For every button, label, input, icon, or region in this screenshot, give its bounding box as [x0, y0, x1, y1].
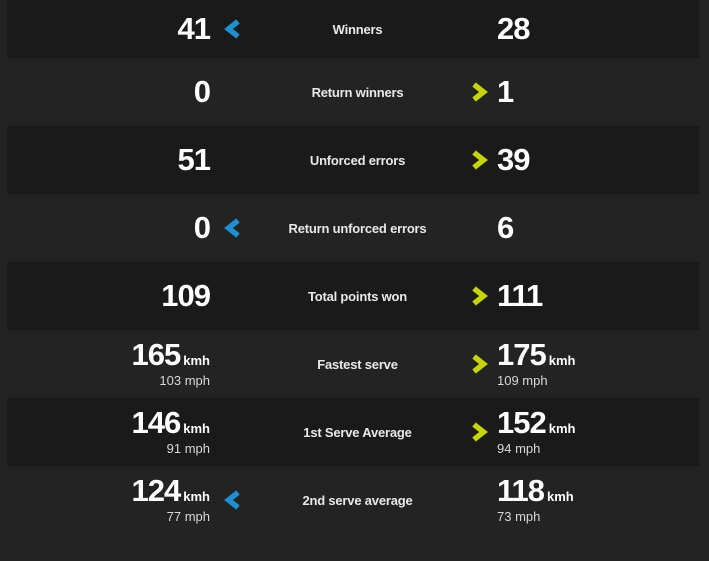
stat-label: 2nd serve average — [302, 492, 413, 508]
left-player-stat: 109 — [7, 278, 211, 313]
right-value-line: 175 kmh — [497, 337, 576, 372]
left-stat-value: 0 — [193, 210, 211, 245]
right-stat-unit: kmh — [548, 353, 576, 368]
right-player-stat: 175 kmh 109 mph — [497, 337, 699, 388]
stat-label: Fastest serve — [317, 356, 398, 372]
chevron-right-icon — [460, 422, 497, 442]
left-stat-unit: kmh — [183, 489, 210, 504]
left-stat-value: 0 — [193, 74, 211, 109]
stat-row: 124 kmh 77 mph 2nd serve average 118 kmh… — [7, 466, 699, 534]
left-player-stat: 41 — [7, 11, 211, 46]
left-stat-secondary: 91 mph — [166, 441, 210, 456]
right-stat-value: 111 — [497, 278, 543, 313]
stat-label: Winners — [332, 21, 383, 37]
right-stat-value: 28 — [497, 11, 530, 46]
chevron-right-icon — [460, 150, 497, 170]
left-stat-secondary: 103 mph — [159, 373, 210, 388]
left-stat-value: 124 — [131, 473, 182, 508]
right-stat-value: 152 — [497, 405, 547, 440]
right-stat-value: 118 — [497, 473, 545, 508]
chevron-left-icon — [210, 490, 255, 510]
left-value-line: 51 — [177, 142, 211, 177]
chevron-right-icon — [460, 82, 497, 102]
right-stat-unit: kmh — [548, 421, 576, 436]
stat-label: Return winners — [311, 84, 404, 100]
chevron-right-icon — [460, 286, 497, 306]
right-stat-value: 1 — [497, 74, 514, 109]
right-value-line: 28 — [497, 11, 530, 46]
stat-label: Total points won — [307, 288, 408, 304]
stat-row: 41 Winners 28 — [7, 0, 699, 58]
right-value-line: 118 kmh — [497, 473, 574, 508]
stat-label: 1st Serve Average — [303, 424, 412, 440]
right-player-stat: 152 kmh 94 mph — [497, 405, 699, 456]
left-value-line: 0 — [193, 74, 211, 109]
right-value-line: 111 — [497, 278, 543, 313]
left-stat-value: 41 — [177, 11, 211, 46]
stat-label: Return unforced errors — [288, 220, 427, 236]
stat-row: 146 kmh 91 mph 1st Serve Average 152 kmh… — [7, 398, 699, 466]
left-stat-unit: kmh — [183, 353, 210, 368]
left-stat-value: 109 — [161, 278, 211, 313]
right-player-stat: 28 — [497, 11, 699, 46]
stat-row: 0 Return winners 1 — [7, 58, 699, 126]
match-stats-panel: 41 Winners 28 0 — [7, 0, 699, 534]
right-player-stat: 6 — [497, 210, 699, 245]
left-stat-value: 165 — [131, 337, 182, 372]
stat-row: 165 kmh 103 mph Fastest serve 175 kmh 10… — [7, 330, 699, 398]
right-value-line: 39 — [497, 142, 530, 177]
right-player-stat: 1 — [497, 74, 699, 109]
right-value-line: 152 kmh — [497, 405, 576, 440]
right-stat-value: 175 — [497, 337, 547, 372]
right-player-stat: 118 kmh 73 mph — [497, 473, 699, 524]
chevron-left-icon — [210, 19, 255, 39]
left-player-stat: 0 — [7, 210, 211, 245]
left-player-stat: 146 kmh 91 mph — [7, 405, 210, 456]
left-player-stat: 51 — [7, 142, 211, 177]
left-stat-value: 51 — [177, 142, 211, 177]
left-player-stat: 165 kmh 103 mph — [7, 337, 210, 388]
right-stat-value: 6 — [497, 210, 514, 245]
stat-label: Unforced errors — [309, 152, 406, 168]
chevron-right-icon — [460, 354, 497, 374]
left-stat-unit: kmh — [183, 421, 210, 436]
right-player-stat: 39 — [497, 142, 699, 177]
right-value-line: 6 — [497, 210, 514, 245]
left-value-line: 146 kmh — [131, 405, 210, 440]
stat-row: 109 Total points won 111 — [7, 262, 699, 330]
left-value-line: 124 kmh — [131, 473, 210, 508]
stat-row: 0 Return unforced errors 6 — [7, 194, 699, 262]
left-player-stat: 124 kmh 77 mph — [7, 473, 210, 524]
right-player-stat: 111 — [497, 278, 699, 313]
right-stat-secondary: 109 mph — [497, 373, 548, 388]
left-stat-secondary: 77 mph — [166, 509, 210, 524]
left-stat-value: 146 — [131, 405, 182, 440]
right-stat-value: 39 — [497, 142, 530, 177]
stat-row: 51 Unforced errors 39 — [7, 126, 699, 194]
left-value-line: 109 — [161, 278, 211, 313]
right-stat-secondary: 73 mph — [497, 509, 541, 524]
chevron-left-icon — [210, 218, 255, 238]
left-value-line: 41 — [177, 11, 211, 46]
right-value-line: 1 — [497, 74, 514, 109]
right-stat-secondary: 94 mph — [497, 441, 541, 456]
left-value-line: 165 kmh — [131, 337, 210, 372]
left-player-stat: 0 — [7, 74, 211, 109]
right-stat-unit: kmh — [547, 489, 574, 504]
left-value-line: 0 — [193, 210, 211, 245]
